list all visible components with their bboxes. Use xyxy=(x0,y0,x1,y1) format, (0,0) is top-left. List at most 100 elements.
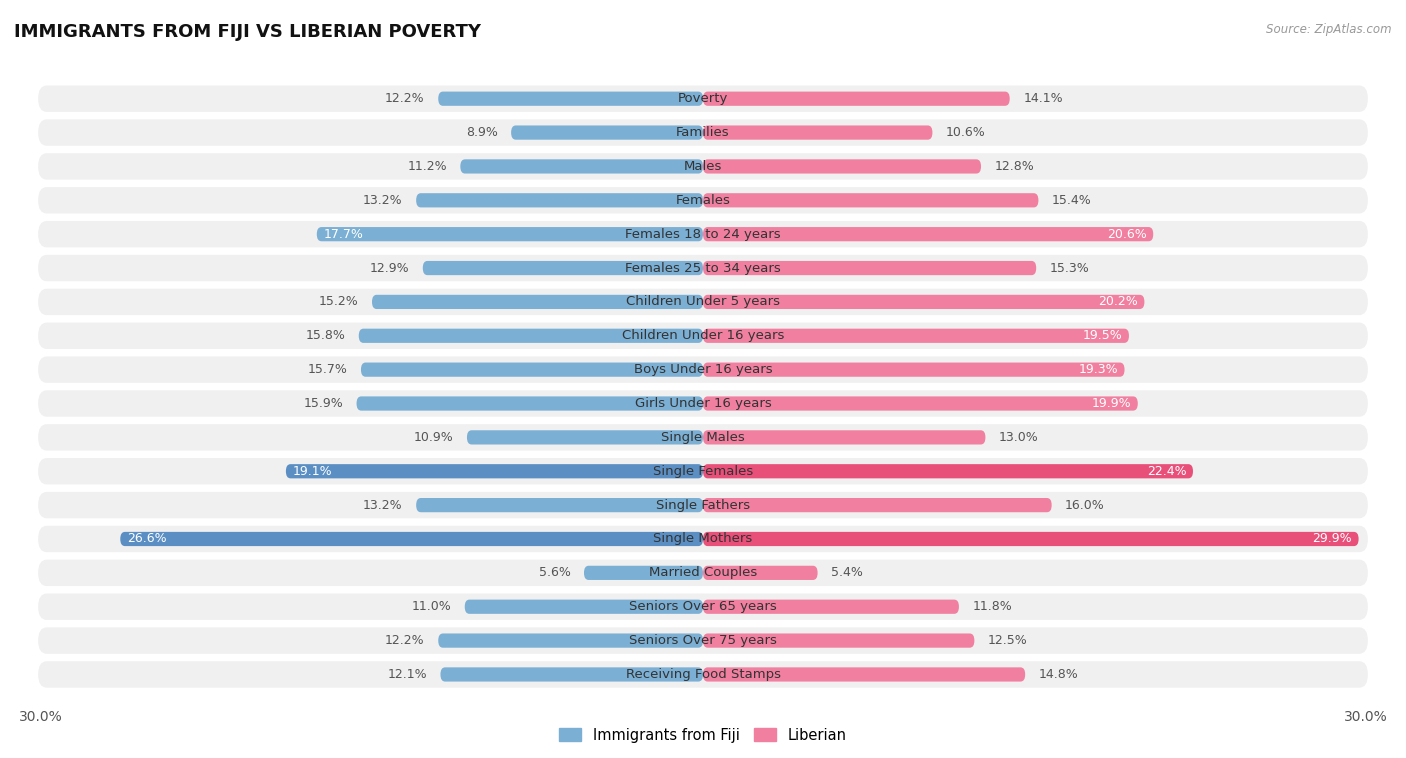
Text: Girls Under 16 years: Girls Under 16 years xyxy=(634,397,772,410)
FancyBboxPatch shape xyxy=(703,600,959,614)
FancyBboxPatch shape xyxy=(467,431,703,444)
Text: 19.9%: 19.9% xyxy=(1091,397,1132,410)
Text: 14.1%: 14.1% xyxy=(1024,92,1063,105)
Text: 8.9%: 8.9% xyxy=(465,126,498,139)
FancyBboxPatch shape xyxy=(703,667,1025,681)
FancyBboxPatch shape xyxy=(38,458,1368,484)
Text: 12.8%: 12.8% xyxy=(994,160,1035,173)
Text: 16.0%: 16.0% xyxy=(1066,499,1105,512)
Text: 11.0%: 11.0% xyxy=(412,600,451,613)
FancyBboxPatch shape xyxy=(38,594,1368,620)
Text: 10.9%: 10.9% xyxy=(413,431,454,444)
Text: 22.4%: 22.4% xyxy=(1147,465,1187,478)
FancyBboxPatch shape xyxy=(439,634,703,647)
Text: 17.7%: 17.7% xyxy=(323,227,363,241)
FancyBboxPatch shape xyxy=(373,295,703,309)
FancyBboxPatch shape xyxy=(583,565,703,580)
FancyBboxPatch shape xyxy=(460,159,703,174)
Text: 15.7%: 15.7% xyxy=(308,363,347,376)
Text: 5.4%: 5.4% xyxy=(831,566,863,579)
Text: 13.0%: 13.0% xyxy=(998,431,1039,444)
FancyBboxPatch shape xyxy=(38,187,1368,214)
FancyBboxPatch shape xyxy=(38,153,1368,180)
FancyBboxPatch shape xyxy=(703,634,974,647)
Text: 19.1%: 19.1% xyxy=(292,465,332,478)
Text: Receiving Food Stamps: Receiving Food Stamps xyxy=(626,668,780,681)
Text: 5.6%: 5.6% xyxy=(538,566,571,579)
FancyBboxPatch shape xyxy=(465,600,703,614)
FancyBboxPatch shape xyxy=(703,464,1192,478)
Text: Seniors Over 75 years: Seniors Over 75 years xyxy=(628,634,778,647)
FancyBboxPatch shape xyxy=(38,661,1368,688)
FancyBboxPatch shape xyxy=(416,498,703,512)
Text: Poverty: Poverty xyxy=(678,92,728,105)
Text: Single Males: Single Males xyxy=(661,431,745,444)
Text: 19.3%: 19.3% xyxy=(1078,363,1118,376)
Text: 12.9%: 12.9% xyxy=(370,262,409,274)
Text: 13.2%: 13.2% xyxy=(363,194,402,207)
Text: Families: Families xyxy=(676,126,730,139)
FancyBboxPatch shape xyxy=(703,159,981,174)
FancyBboxPatch shape xyxy=(703,193,1039,208)
Text: 15.9%: 15.9% xyxy=(304,397,343,410)
Text: Children Under 16 years: Children Under 16 years xyxy=(621,329,785,343)
FancyBboxPatch shape xyxy=(703,227,1153,241)
FancyBboxPatch shape xyxy=(38,559,1368,586)
FancyBboxPatch shape xyxy=(38,356,1368,383)
FancyBboxPatch shape xyxy=(38,390,1368,417)
FancyBboxPatch shape xyxy=(38,526,1368,552)
FancyBboxPatch shape xyxy=(285,464,703,478)
FancyBboxPatch shape xyxy=(703,498,1052,512)
FancyBboxPatch shape xyxy=(423,261,703,275)
Text: Single Females: Single Females xyxy=(652,465,754,478)
FancyBboxPatch shape xyxy=(357,396,703,411)
Text: 12.1%: 12.1% xyxy=(388,668,427,681)
Text: Females 18 to 24 years: Females 18 to 24 years xyxy=(626,227,780,241)
Text: Females: Females xyxy=(675,194,731,207)
FancyBboxPatch shape xyxy=(703,295,1144,309)
Text: Seniors Over 65 years: Seniors Over 65 years xyxy=(628,600,778,613)
Text: 26.6%: 26.6% xyxy=(127,532,166,546)
Text: 12.2%: 12.2% xyxy=(385,634,425,647)
Text: Single Mothers: Single Mothers xyxy=(654,532,752,546)
FancyBboxPatch shape xyxy=(359,329,703,343)
FancyBboxPatch shape xyxy=(703,565,818,580)
Text: Source: ZipAtlas.com: Source: ZipAtlas.com xyxy=(1267,23,1392,36)
Text: Single Fathers: Single Fathers xyxy=(657,499,749,512)
Text: 29.9%: 29.9% xyxy=(1313,532,1353,546)
Text: 10.6%: 10.6% xyxy=(946,126,986,139)
Text: 14.8%: 14.8% xyxy=(1039,668,1078,681)
FancyBboxPatch shape xyxy=(703,329,1129,343)
Text: Males: Males xyxy=(683,160,723,173)
Text: 11.8%: 11.8% xyxy=(973,600,1012,613)
Text: 12.5%: 12.5% xyxy=(988,634,1028,647)
Text: IMMIGRANTS FROM FIJI VS LIBERIAN POVERTY: IMMIGRANTS FROM FIJI VS LIBERIAN POVERTY xyxy=(14,23,481,41)
FancyBboxPatch shape xyxy=(38,86,1368,112)
Text: Children Under 5 years: Children Under 5 years xyxy=(626,296,780,309)
FancyBboxPatch shape xyxy=(38,221,1368,247)
FancyBboxPatch shape xyxy=(703,396,1137,411)
FancyBboxPatch shape xyxy=(703,362,1125,377)
Text: 11.2%: 11.2% xyxy=(408,160,447,173)
FancyBboxPatch shape xyxy=(361,362,703,377)
FancyBboxPatch shape xyxy=(121,532,703,546)
Text: 15.4%: 15.4% xyxy=(1052,194,1091,207)
Legend: Immigrants from Fiji, Liberian: Immigrants from Fiji, Liberian xyxy=(554,722,852,749)
FancyBboxPatch shape xyxy=(703,92,1010,106)
FancyBboxPatch shape xyxy=(440,667,703,681)
FancyBboxPatch shape xyxy=(416,193,703,208)
Text: Females 25 to 34 years: Females 25 to 34 years xyxy=(626,262,780,274)
FancyBboxPatch shape xyxy=(38,289,1368,315)
FancyBboxPatch shape xyxy=(703,126,932,139)
Text: 20.2%: 20.2% xyxy=(1098,296,1137,309)
Text: 12.2%: 12.2% xyxy=(385,92,425,105)
Text: 19.5%: 19.5% xyxy=(1083,329,1122,343)
FancyBboxPatch shape xyxy=(703,532,1358,546)
FancyBboxPatch shape xyxy=(439,92,703,106)
FancyBboxPatch shape xyxy=(38,492,1368,518)
FancyBboxPatch shape xyxy=(38,628,1368,654)
Text: 15.3%: 15.3% xyxy=(1050,262,1090,274)
FancyBboxPatch shape xyxy=(703,431,986,444)
FancyBboxPatch shape xyxy=(703,261,1036,275)
Text: 13.2%: 13.2% xyxy=(363,499,402,512)
